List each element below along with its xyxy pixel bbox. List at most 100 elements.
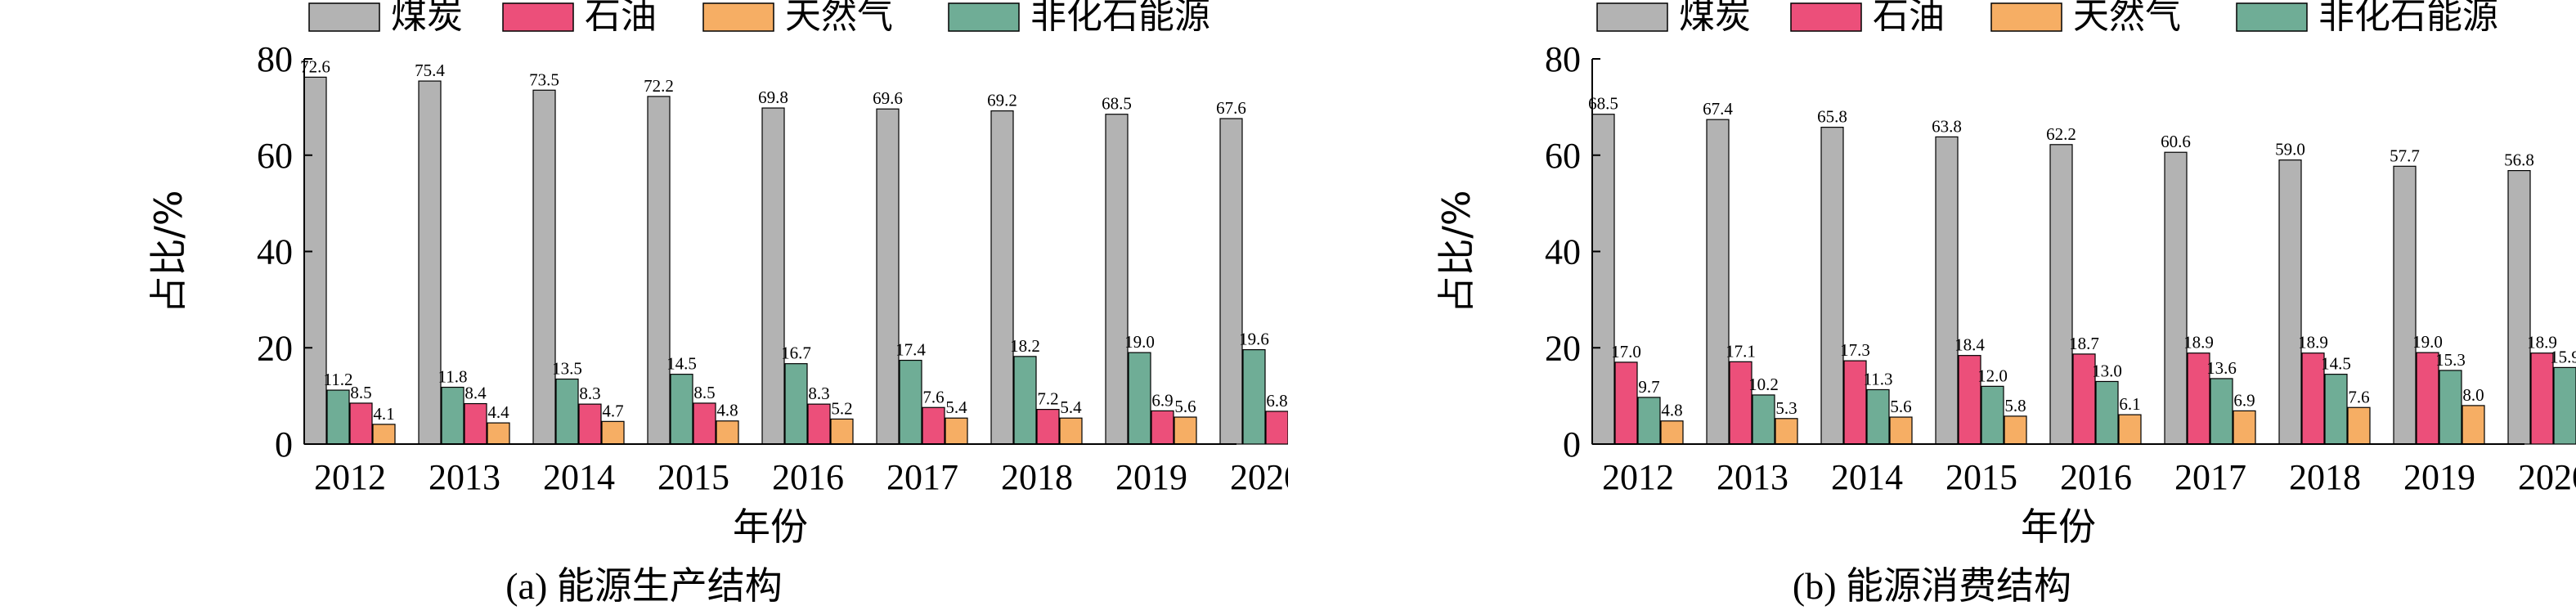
data-label: 19.0 bbox=[2412, 332, 2443, 352]
data-label: 5.6 bbox=[1174, 397, 1196, 416]
production-chart: 煤炭 石油 天然气 非化石能源72.611.28.54.175.411.88.44.4… bbox=[146, 0, 1288, 549]
legend-item: 石油 bbox=[502, 0, 657, 37]
data-label: 18.2 bbox=[1010, 336, 1040, 356]
data-label: 8.3 bbox=[808, 384, 829, 403]
data-label: 67.4 bbox=[1703, 99, 1733, 119]
legend-label: 天然气 bbox=[785, 0, 893, 37]
data-label: 8.5 bbox=[693, 383, 715, 402]
bar bbox=[2187, 352, 2210, 445]
data-label: 7.2 bbox=[1037, 389, 1058, 409]
bar bbox=[1265, 411, 1288, 445]
x-tick-label: 2014 bbox=[1831, 457, 1903, 497]
legend-label: 煤炭 bbox=[391, 0, 463, 37]
x-tick-label: 2015 bbox=[657, 457, 729, 497]
bar bbox=[1660, 420, 1684, 445]
legend-swatch bbox=[702, 2, 774, 32]
x-tick-label: 2020 bbox=[1230, 457, 1288, 497]
bar bbox=[303, 76, 327, 445]
bar bbox=[2233, 410, 2256, 445]
y-tick-label: 80 bbox=[1545, 39, 1581, 79]
data-label: 6.9 bbox=[2233, 390, 2255, 410]
data-label: 17.3 bbox=[1840, 340, 1870, 360]
bar bbox=[1637, 397, 1661, 445]
bar bbox=[532, 89, 556, 445]
bar bbox=[601, 420, 625, 445]
data-label: 14.5 bbox=[2321, 354, 2351, 374]
data-label: 17.0 bbox=[1611, 342, 1641, 361]
data-label: 65.8 bbox=[1817, 107, 1847, 127]
data-label: 19.0 bbox=[1124, 332, 1155, 352]
data-label: 13.5 bbox=[552, 359, 582, 379]
data-label: 73.5 bbox=[529, 70, 559, 89]
data-label: 13.0 bbox=[2092, 361, 2122, 380]
data-label: 13.6 bbox=[2206, 358, 2237, 378]
data-label: 4.8 bbox=[716, 401, 738, 420]
bar bbox=[2004, 415, 2027, 445]
legend-item: 天然气 bbox=[1990, 0, 2181, 37]
data-label: 75.4 bbox=[415, 61, 445, 80]
axes: 0 20 40 60 80 2012 2013 2014 2015 2016 2017 2018 201… bbox=[257, 39, 1288, 497]
data-label: 4.1 bbox=[373, 404, 394, 424]
y-tick-label: 60 bbox=[257, 136, 293, 176]
y-axis-title: 占比/% bbox=[146, 190, 191, 313]
data-label: 17.4 bbox=[895, 340, 926, 360]
bar bbox=[418, 80, 442, 445]
legend-swatch bbox=[1990, 2, 2062, 32]
y-axis-title: 占比/% bbox=[1434, 190, 1479, 313]
legend-swatch bbox=[2236, 2, 2308, 32]
data-label: 15.9 bbox=[2550, 347, 2576, 366]
legend-label: 非化石能源 bbox=[2318, 0, 2498, 37]
legend-swatch bbox=[948, 2, 1020, 32]
data-label: 18.7 bbox=[2069, 334, 2099, 353]
bar bbox=[578, 403, 602, 445]
data-label: 56.8 bbox=[2504, 150, 2534, 170]
y-tick-label: 40 bbox=[1545, 232, 1581, 272]
data-label: 16.7 bbox=[781, 343, 811, 363]
bar bbox=[716, 420, 739, 445]
data-label: 19.6 bbox=[1239, 330, 1269, 349]
bar bbox=[2416, 352, 2439, 445]
bar bbox=[1935, 136, 1959, 445]
axes: 0 20 40 60 80 2012 2013 2014 2015 2016 2017 2018 201… bbox=[1545, 39, 2576, 497]
x-tick-label: 2019 bbox=[2403, 457, 2475, 497]
data-label: 5.4 bbox=[1060, 397, 1082, 417]
bar bbox=[326, 389, 350, 445]
bar bbox=[922, 406, 945, 445]
data-label: 4.7 bbox=[602, 401, 623, 420]
x-axis-title: 年份 bbox=[2021, 505, 2096, 549]
bar bbox=[1059, 417, 1083, 445]
y-tick-label: 80 bbox=[257, 39, 293, 79]
bar bbox=[899, 359, 922, 445]
bar bbox=[807, 403, 831, 445]
bar bbox=[1591, 114, 1615, 445]
data-label: 68.5 bbox=[1102, 94, 1132, 114]
bar bbox=[2210, 378, 2233, 445]
bar bbox=[2507, 169, 2531, 445]
bar bbox=[349, 402, 373, 445]
data-labels: 68.5 17.0 9.74.8 67.4 17.1 10.2 5.3 65.8 17.3 11.… bbox=[1588, 94, 2576, 420]
bar bbox=[830, 418, 854, 445]
x-tick-label: 2016 bbox=[772, 457, 844, 497]
bar bbox=[464, 402, 487, 445]
data-label: 5.3 bbox=[1775, 398, 1797, 418]
data-label: 7.6 bbox=[922, 387, 944, 406]
data-label: 11.8 bbox=[438, 367, 468, 387]
data-label: 18.9 bbox=[2527, 333, 2557, 352]
bar bbox=[2462, 405, 2485, 445]
bar bbox=[1958, 355, 1981, 445]
y-tick-label: 20 bbox=[1545, 328, 1581, 368]
data-label: 6.1 bbox=[2119, 394, 2140, 414]
chart-caption: (b) 能源消费结构 bbox=[1792, 565, 2072, 607]
x-tick-label: 2018 bbox=[1001, 457, 1073, 497]
bar bbox=[1866, 388, 1890, 445]
bar bbox=[784, 363, 808, 445]
bar bbox=[2553, 366, 2576, 445]
data-label: 10.2 bbox=[1748, 375, 1779, 394]
legend: 煤炭 石油 天然气 非化石能源 bbox=[1596, 0, 2498, 37]
bar bbox=[2439, 370, 2462, 445]
legend-label: 天然气 bbox=[2073, 0, 2181, 37]
legend-item: 天然气 bbox=[702, 0, 893, 37]
data-label: 18.9 bbox=[2183, 333, 2214, 352]
bar bbox=[2530, 352, 2554, 445]
legend-item: 煤炭 bbox=[1596, 0, 1751, 37]
